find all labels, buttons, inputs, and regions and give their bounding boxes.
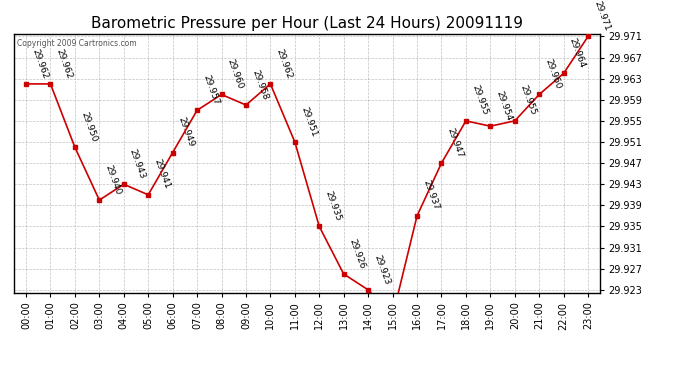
- Text: 29.918: 29.918: [0, 374, 1, 375]
- Text: 29.926: 29.926: [348, 237, 367, 270]
- Text: 29.951: 29.951: [299, 105, 318, 138]
- Text: 29.937: 29.937: [421, 179, 440, 212]
- Title: Barometric Pressure per Hour (Last 24 Hours) 20091119: Barometric Pressure per Hour (Last 24 Ho…: [91, 16, 523, 31]
- Text: 29.947: 29.947: [446, 126, 465, 159]
- Text: 29.960: 29.960: [226, 58, 245, 90]
- Text: Copyright 2009 Cartronics.com: Copyright 2009 Cartronics.com: [17, 39, 137, 48]
- Text: 29.958: 29.958: [250, 68, 269, 101]
- Text: 29.955: 29.955: [519, 84, 538, 117]
- Text: 29.950: 29.950: [79, 111, 98, 143]
- Text: 29.971: 29.971: [592, 0, 611, 32]
- Text: 29.962: 29.962: [55, 47, 74, 80]
- Text: 29.964: 29.964: [568, 37, 587, 69]
- Text: 29.941: 29.941: [152, 158, 172, 190]
- Text: 29.943: 29.943: [128, 147, 147, 180]
- Text: 29.960: 29.960: [543, 58, 562, 90]
- Text: 29.955: 29.955: [470, 84, 489, 117]
- Text: 29.962: 29.962: [30, 47, 50, 80]
- Text: 29.940: 29.940: [104, 164, 123, 196]
- Text: 29.923: 29.923: [373, 253, 391, 286]
- Text: 29.954: 29.954: [495, 89, 513, 122]
- Text: 29.962: 29.962: [275, 47, 294, 80]
- Text: 29.935: 29.935: [324, 190, 343, 222]
- Text: 29.949: 29.949: [177, 116, 196, 148]
- Text: 29.957: 29.957: [201, 74, 221, 106]
